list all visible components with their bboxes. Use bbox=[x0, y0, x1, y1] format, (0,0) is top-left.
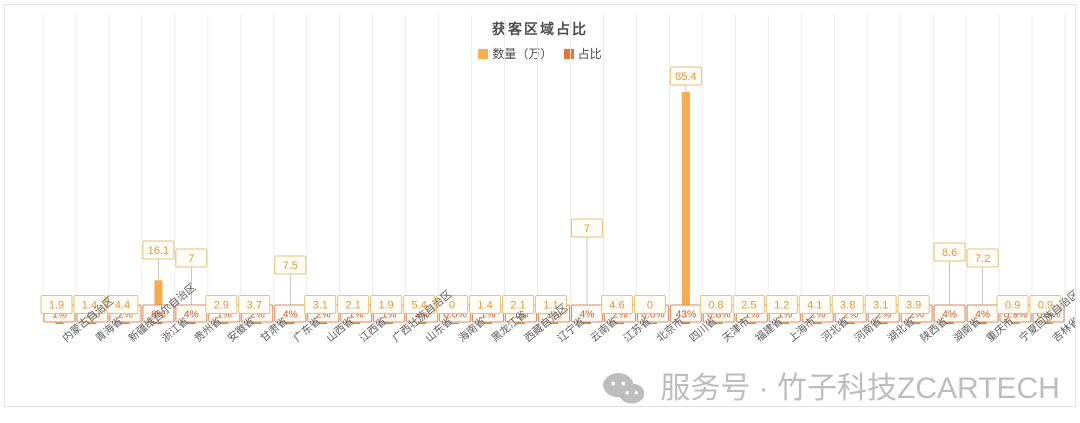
svg-text:0.8: 0.8 bbox=[708, 299, 723, 311]
svg-text:4.1: 4.1 bbox=[807, 299, 822, 311]
svg-text:0: 0 bbox=[647, 299, 653, 311]
svg-text:1.4: 1.4 bbox=[477, 299, 492, 311]
svg-text:7.5: 7.5 bbox=[283, 260, 298, 272]
svg-text:3.8: 3.8 bbox=[840, 299, 855, 311]
svg-text:1.2: 1.2 bbox=[774, 299, 789, 311]
svg-text:8.6: 8.6 bbox=[942, 247, 957, 259]
svg-text:2.9: 2.9 bbox=[214, 299, 229, 311]
svg-text:1.9: 1.9 bbox=[49, 299, 64, 311]
svg-text:3.1: 3.1 bbox=[313, 299, 328, 311]
svg-text:4.4: 4.4 bbox=[115, 299, 130, 311]
svg-text:7.2: 7.2 bbox=[975, 253, 990, 265]
svg-text:3.9: 3.9 bbox=[906, 299, 921, 311]
svg-text:16.1: 16.1 bbox=[148, 245, 169, 257]
svg-text:2.1: 2.1 bbox=[346, 299, 361, 311]
svg-text:4.6: 4.6 bbox=[609, 299, 624, 311]
svg-text:3.7: 3.7 bbox=[247, 299, 262, 311]
svg-text:0.9: 0.9 bbox=[1005, 299, 1020, 311]
svg-text:2.5: 2.5 bbox=[741, 299, 756, 311]
svg-text:7: 7 bbox=[188, 253, 194, 265]
svg-text:7: 7 bbox=[584, 223, 590, 235]
svg-text:3.1: 3.1 bbox=[873, 299, 888, 311]
svg-text:85.4: 85.4 bbox=[675, 71, 696, 83]
svg-text:1.9: 1.9 bbox=[379, 299, 394, 311]
